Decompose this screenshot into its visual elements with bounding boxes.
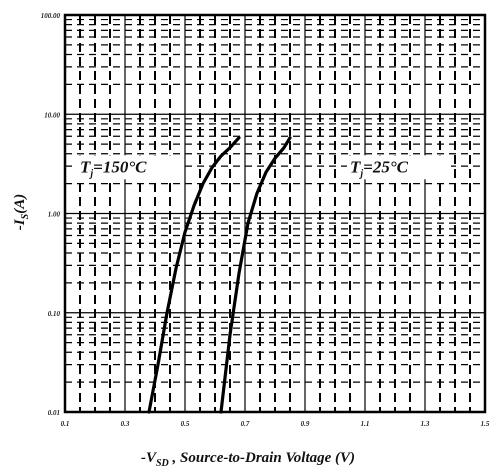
plot-frame: [63, 13, 487, 414]
series-line-2: [219, 136, 292, 414]
annotation-background: [347, 155, 451, 180]
x-tick-label: 0.9: [301, 420, 310, 428]
x-tick-label: 0.5: [181, 420, 190, 428]
x-tick-label: 1.5: [481, 420, 490, 428]
x-tick-label: 0.3: [121, 420, 130, 428]
series-annotation-1: Tj=150°C: [80, 157, 147, 179]
y-tick-label: 10.00: [44, 111, 60, 119]
y-tick-label: 0.10: [48, 310, 61, 318]
y-tick-label: 100.00: [41, 12, 61, 20]
series-line-1: [147, 136, 241, 414]
x-axis-title: -VSD , Source-to-Drain Voltage (V): [141, 450, 355, 469]
x-tick-label: 1.3: [421, 420, 430, 428]
x-tick-labels: 0.1 0.3 0.5 0.7 0.9 1.1 1.3 1.5: [61, 420, 490, 428]
series-lines: [147, 136, 292, 414]
y-tick-label: 1.00: [48, 211, 61, 219]
annotation-background: [77, 155, 181, 180]
y-axis-title: -IS(A): [12, 194, 31, 230]
x-tick-label: 0.1: [61, 420, 70, 428]
x-tick-label: 1.1: [361, 420, 370, 428]
x-tick-label: 0.7: [241, 420, 250, 428]
series-annotation-2: Tj=25°C: [350, 157, 409, 179]
y-tick-label: 0.01: [48, 409, 60, 417]
y-tick-labels: 0.01 0.10 1.00 10.00 100.00: [41, 12, 61, 417]
annotations: Tj=150°C Tj=25°C: [77, 155, 451, 180]
